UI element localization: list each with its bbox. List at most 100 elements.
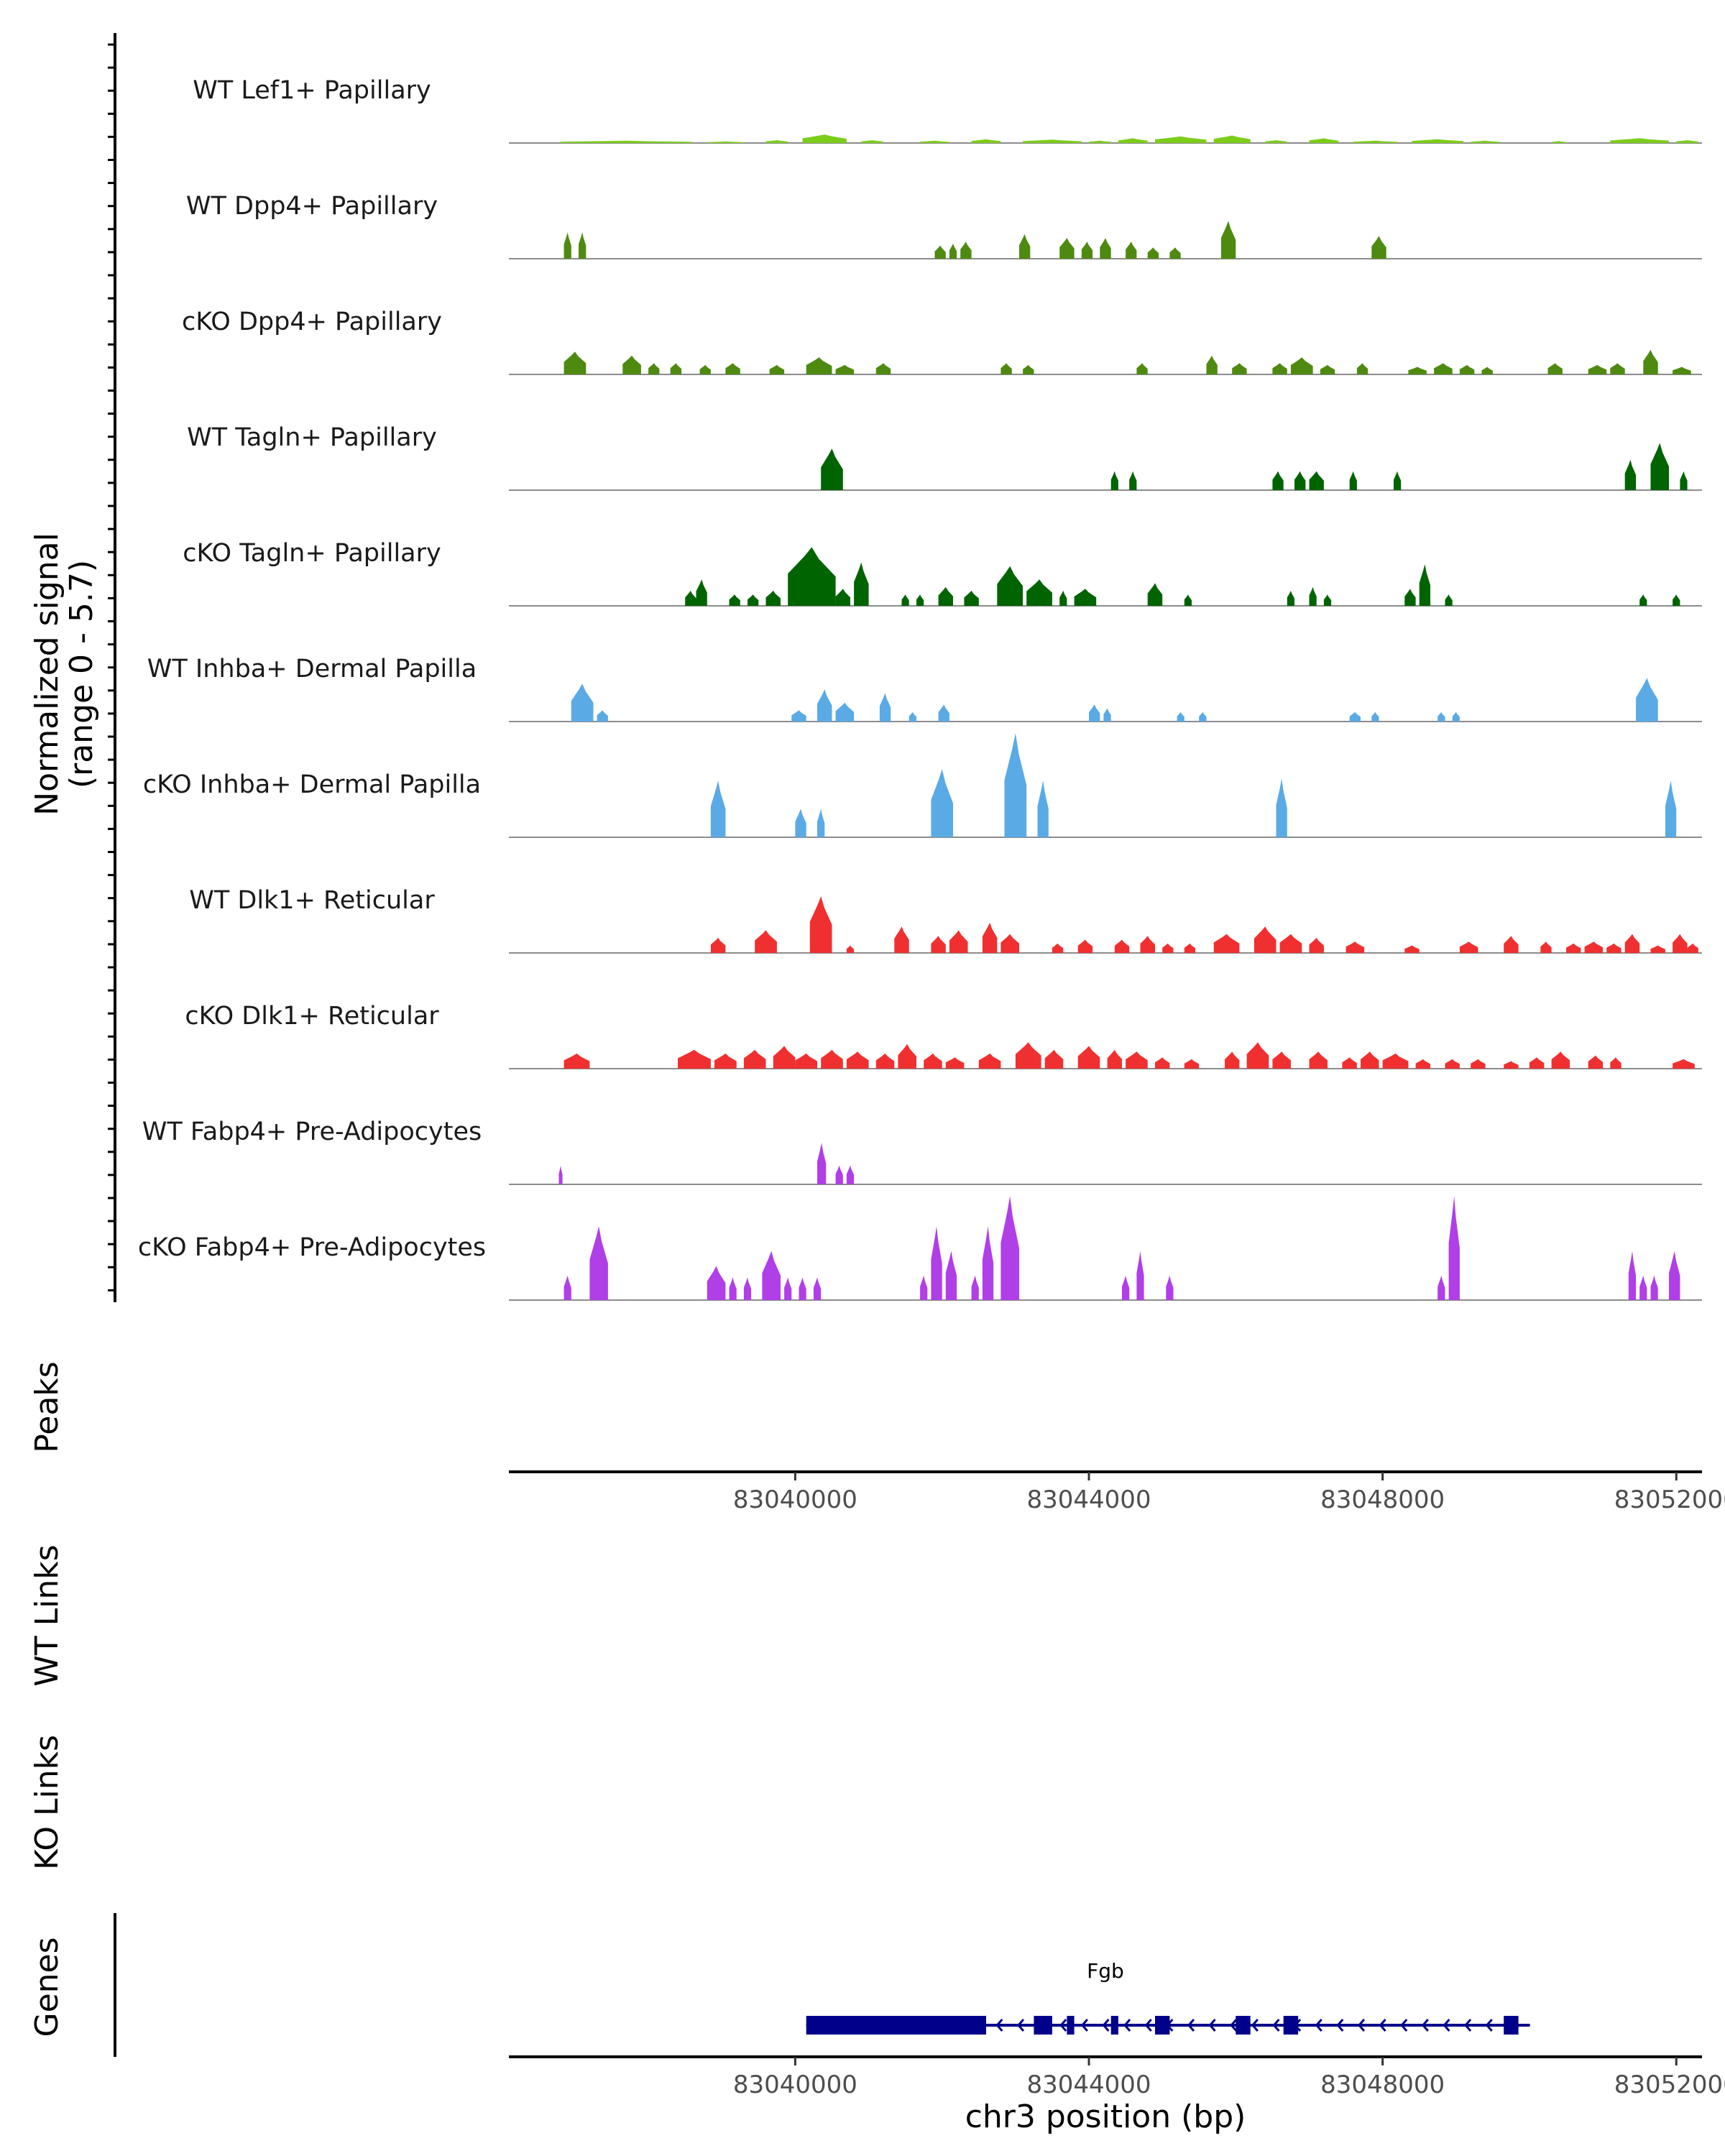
signal-peak bbox=[1206, 355, 1218, 374]
coverage-track: WT Lef1+ Papillary bbox=[193, 76, 1702, 144]
signal-peak bbox=[1015, 1042, 1041, 1069]
signal-peak bbox=[809, 896, 832, 953]
signal-peak bbox=[978, 1053, 1001, 1069]
signal-peak bbox=[1584, 941, 1604, 953]
strand-arrow bbox=[1123, 2019, 1131, 2032]
signal-peak bbox=[1077, 939, 1093, 953]
signal-peak bbox=[784, 1277, 792, 1300]
signal-peak bbox=[835, 364, 855, 374]
signal-peak bbox=[1129, 471, 1137, 490]
signal-peak bbox=[788, 547, 836, 606]
signal-peak bbox=[725, 363, 740, 374]
signal-peak bbox=[894, 926, 909, 953]
signal-peak bbox=[1023, 364, 1034, 374]
signal-peak bbox=[1404, 945, 1420, 953]
signal-peak bbox=[1023, 139, 1082, 143]
signal-peak bbox=[945, 1250, 957, 1300]
x-axis-lower-tick-label: 83044000 bbox=[1026, 2070, 1151, 2099]
signal-peak bbox=[799, 1277, 806, 1300]
coverage-y-axis-title-line2: (range 0 - 5.7) bbox=[63, 560, 100, 788]
signal-peak bbox=[1356, 363, 1368, 374]
track-label: cKO Dpp4+ Papillary bbox=[182, 308, 442, 336]
signal-peak bbox=[1309, 937, 1324, 953]
x-axis-upper-tick-label: 83044000 bbox=[1026, 1485, 1151, 1514]
signal-peak bbox=[1272, 471, 1284, 490]
signal-peak bbox=[898, 1044, 916, 1069]
signal-peak bbox=[1419, 564, 1430, 606]
signal-peak bbox=[821, 448, 843, 490]
gene-exon bbox=[1067, 2016, 1075, 2035]
signal-peak bbox=[1438, 1275, 1445, 1300]
strand-arrow bbox=[1102, 2019, 1110, 2032]
signal-peak bbox=[1232, 363, 1247, 374]
signal-peak bbox=[1434, 363, 1453, 374]
signal-peak bbox=[1624, 459, 1637, 490]
signal-peak bbox=[1636, 678, 1658, 722]
signal-peak bbox=[1114, 939, 1130, 953]
signal-peak bbox=[931, 769, 953, 837]
strand-arrow bbox=[995, 2019, 1003, 2032]
signal-peak bbox=[1059, 238, 1075, 259]
signal-peak bbox=[1320, 364, 1335, 374]
signal-peak bbox=[1026, 579, 1052, 606]
signal-peak bbox=[1000, 934, 1019, 953]
signal-peak bbox=[1177, 711, 1184, 722]
signal-peak bbox=[813, 1277, 822, 1300]
signal-peak bbox=[1272, 363, 1287, 374]
signal-peak bbox=[1213, 135, 1251, 143]
signal-peak bbox=[748, 594, 759, 606]
signal-peak bbox=[710, 937, 726, 953]
signal-peak bbox=[817, 689, 832, 722]
signal-peak bbox=[1136, 1250, 1144, 1300]
signal-peak bbox=[1610, 1057, 1622, 1069]
signal-peak bbox=[1254, 926, 1276, 953]
signal-peak bbox=[670, 363, 682, 374]
signal-peak bbox=[1309, 138, 1339, 143]
signal-peak bbox=[1452, 711, 1460, 722]
signal-peak bbox=[1162, 943, 1174, 953]
coverage-track: cKO Dpp4+ Papillary bbox=[182, 308, 1702, 375]
signal-peak bbox=[729, 1277, 737, 1300]
signal-peak bbox=[982, 922, 998, 953]
signal-peak bbox=[1342, 1057, 1357, 1069]
signal-peak bbox=[1147, 583, 1163, 606]
signal-peak bbox=[1371, 236, 1386, 259]
signal-peak bbox=[835, 1165, 843, 1184]
signal-peak bbox=[1540, 941, 1552, 953]
signal-peak bbox=[1037, 780, 1049, 837]
signal-peak bbox=[1481, 367, 1493, 374]
coverage-track: WT Fabp4+ Pre-Adipocytes bbox=[142, 1118, 1702, 1185]
signal-peak bbox=[1650, 443, 1669, 490]
signal-peak bbox=[1394, 471, 1402, 490]
coverage-track: cKO Dlk1+ Reticular bbox=[185, 1002, 1702, 1069]
signal-peak bbox=[1169, 247, 1181, 259]
signal-peak bbox=[1052, 943, 1064, 953]
signal-peak bbox=[1361, 1051, 1379, 1069]
signal-peak bbox=[908, 711, 916, 722]
signal-peak bbox=[854, 562, 869, 606]
strand-arrow bbox=[1485, 2019, 1493, 2032]
signal-peak bbox=[560, 140, 693, 143]
signal-peak bbox=[795, 1053, 817, 1069]
signal-peak bbox=[1166, 1275, 1174, 1300]
signal-peak bbox=[1588, 364, 1607, 374]
signal-peak bbox=[1136, 363, 1148, 374]
signal-peak bbox=[1676, 140, 1698, 143]
signal-peak bbox=[817, 1143, 827, 1184]
signal-peak bbox=[920, 140, 949, 143]
signal-peak bbox=[1089, 704, 1100, 722]
signal-peak bbox=[1624, 934, 1640, 953]
signal-peak bbox=[1309, 471, 1324, 490]
signal-peak bbox=[765, 590, 781, 606]
signal-peak bbox=[773, 1046, 796, 1069]
signal-peak bbox=[1140, 936, 1155, 953]
x-axis-lower-tick-label: 83040000 bbox=[733, 2070, 857, 2099]
strand-arrow bbox=[1443, 2019, 1450, 2032]
signal-peak bbox=[564, 351, 586, 374]
signal-peak bbox=[1504, 1061, 1519, 1069]
signal-peak bbox=[1669, 1250, 1680, 1300]
signal-peak bbox=[934, 245, 946, 259]
coverage-y-axis-title-line1: Normalized signal bbox=[29, 533, 65, 816]
signal-peak bbox=[964, 590, 979, 606]
strand-arrow bbox=[1059, 2019, 1067, 2032]
